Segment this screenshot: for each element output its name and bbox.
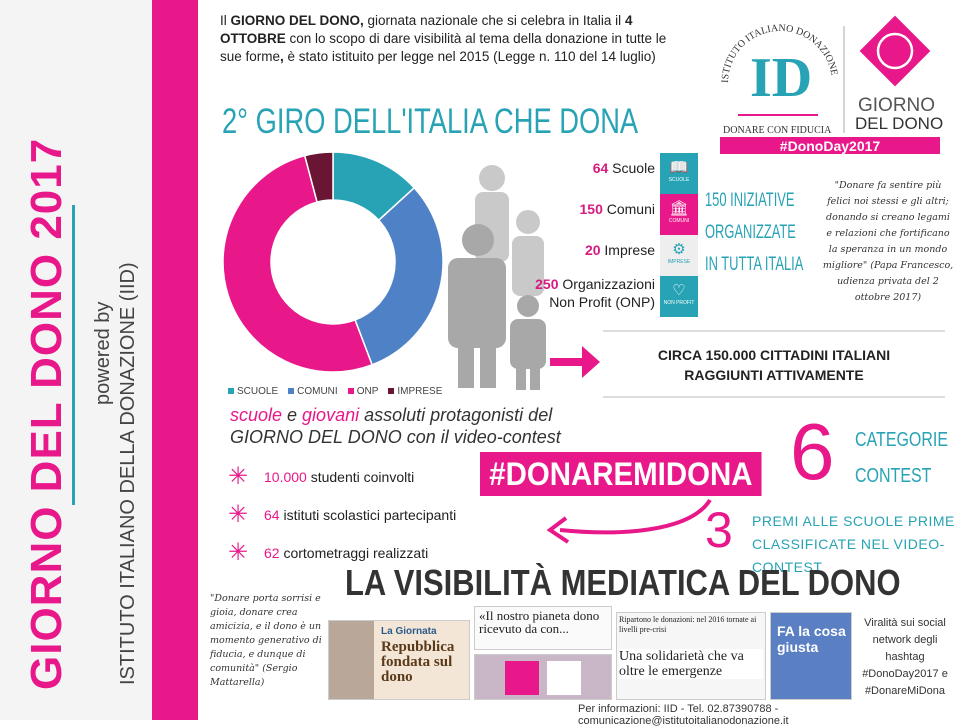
schools-text: scuole e giovani assoluti protagonisti d… [230, 405, 561, 447]
donut-slice-imprese [303, 151, 334, 203]
gears-icon: ⚙ IMPRESE [660, 235, 698, 276]
asterisk-icon: ✳ [228, 463, 249, 490]
legend-swatch [288, 388, 295, 394]
contest-hashtag: #DONAREMIDONA [480, 452, 762, 496]
left-strip [0, 0, 152, 720]
section-heading: 2° GIRO DELL'ITALIA CHE DONA [222, 102, 639, 141]
tv-clip: FA la cosa giusta [770, 612, 852, 700]
asterisk-icon: ✳ [228, 501, 249, 528]
bullet-item: ✳ 10.000 studenti coinvolti [228, 463, 415, 490]
media-heading: LA VISIBILITÀ MEDIATICA DEL DONO [345, 562, 901, 603]
powered-by: powered by [92, 301, 114, 405]
heart-icon: ♡ NON PROFIT [660, 276, 698, 317]
prizes-label: PREMI ALLE SCUOLE PRIME CLASSIFICATE NEL … [752, 513, 955, 575]
stat-comuni: 150 Comuni [579, 201, 656, 217]
legend-item: IMPRESE [388, 386, 442, 397]
legend-label: ONP [356, 386, 379, 397]
iniziative-text: 150 INIZIATIVE ORGANIZZATE IN TUTTA ITALIA [705, 190, 804, 275]
legend-label: SCUOLE [237, 386, 279, 397]
viral-text: Viralità sui social network degli hashta… [862, 617, 948, 697]
legend-label: COMUNI [297, 386, 338, 397]
bank-icon: 🏛 COMUNI [660, 194, 698, 235]
footer-contact: Per informazioni: IID - Tel. 02.87390788… [578, 703, 789, 727]
press-clipping: Ripartono le donazioni: nel 2016 tornate… [616, 612, 766, 700]
svg-text:#DonoDay2017: #DonoDay2017 [780, 138, 881, 154]
svg-text:DEL DONO: DEL DONO [855, 114, 943, 133]
svg-text:ID: ID [750, 47, 812, 109]
logo: ISTITUTO ITALIANO DONAZIONE ID DONARE CO… [708, 8, 948, 154]
bullet-item: ✳ 64 istituti scolastici partecipanti [228, 501, 457, 528]
prizes-number: 3 [705, 502, 733, 558]
divider [72, 205, 75, 505]
arrow-right-icon [550, 346, 600, 378]
press-clipping: La Giornata Repubblica fondata sul dono [328, 620, 470, 700]
pink-bar [152, 0, 198, 720]
asterisk-icon: ✳ [228, 539, 249, 566]
chart-legend: SCUOLE COMUNI ONP IMPRESE [228, 386, 442, 397]
stat-scuole: 64 Scuole [592, 160, 655, 176]
press-clipping: «Il nostro pianeta dono ricevuto da con.… [474, 606, 612, 650]
papa-quote: "Donare fa sentire più felici noi stessi… [822, 180, 954, 303]
mattarella-quote: "Donare porta sorrisi e gioia, donare cr… [210, 593, 322, 688]
tv-clip [474, 654, 612, 700]
curved-arrow-icon [546, 498, 712, 544]
categories-number: 6 [790, 407, 835, 496]
legend-item: SCUOLE [228, 386, 278, 397]
category-icons: 📖 SCUOLE 🏛 COMUNI ⚙ IMPRESE ♡ NON PROFIT [660, 153, 698, 317]
donut-slice-onp [222, 154, 374, 373]
legend-item: COMUNI [288, 386, 338, 397]
org-name: ISTITUTO ITALIANO DELLA DONAZIONE (IID) [117, 262, 139, 685]
book-icon: 📖 SCUOLE [660, 153, 698, 194]
intro-text: Il GIORNO DEL DONO, giornata nazionale c… [220, 13, 667, 64]
people-icon [448, 165, 546, 390]
stat-imprese: 20 Imprese [584, 242, 655, 258]
legend-item: ONP [347, 386, 379, 397]
legend-swatch [388, 388, 395, 394]
bullet-item: ✳ 62 cortometraggi realizzati [228, 539, 429, 566]
legend-swatch [228, 388, 234, 394]
main-title: GIORNO DEL DONO 2017 [22, 137, 71, 690]
donut-chart [222, 151, 444, 373]
stat-onp: 250 Organizzazioni Non Profit (ONP) [535, 276, 655, 310]
svg-text:DONARE CON FIDUCIA: DONARE CON FIDUCIA [723, 125, 832, 136]
citizens-reached: CIRCA 150.000 CITTADINI ITALIANI RAGGIUNT… [603, 330, 945, 398]
donut-slice-comuni [354, 186, 444, 366]
legend-swatch [347, 388, 354, 394]
svg-text:GIORNO: GIORNO [858, 95, 935, 116]
legend-label: IMPRESE [397, 386, 443, 397]
categories-label: CATEGORIE CONTEST [855, 429, 949, 487]
